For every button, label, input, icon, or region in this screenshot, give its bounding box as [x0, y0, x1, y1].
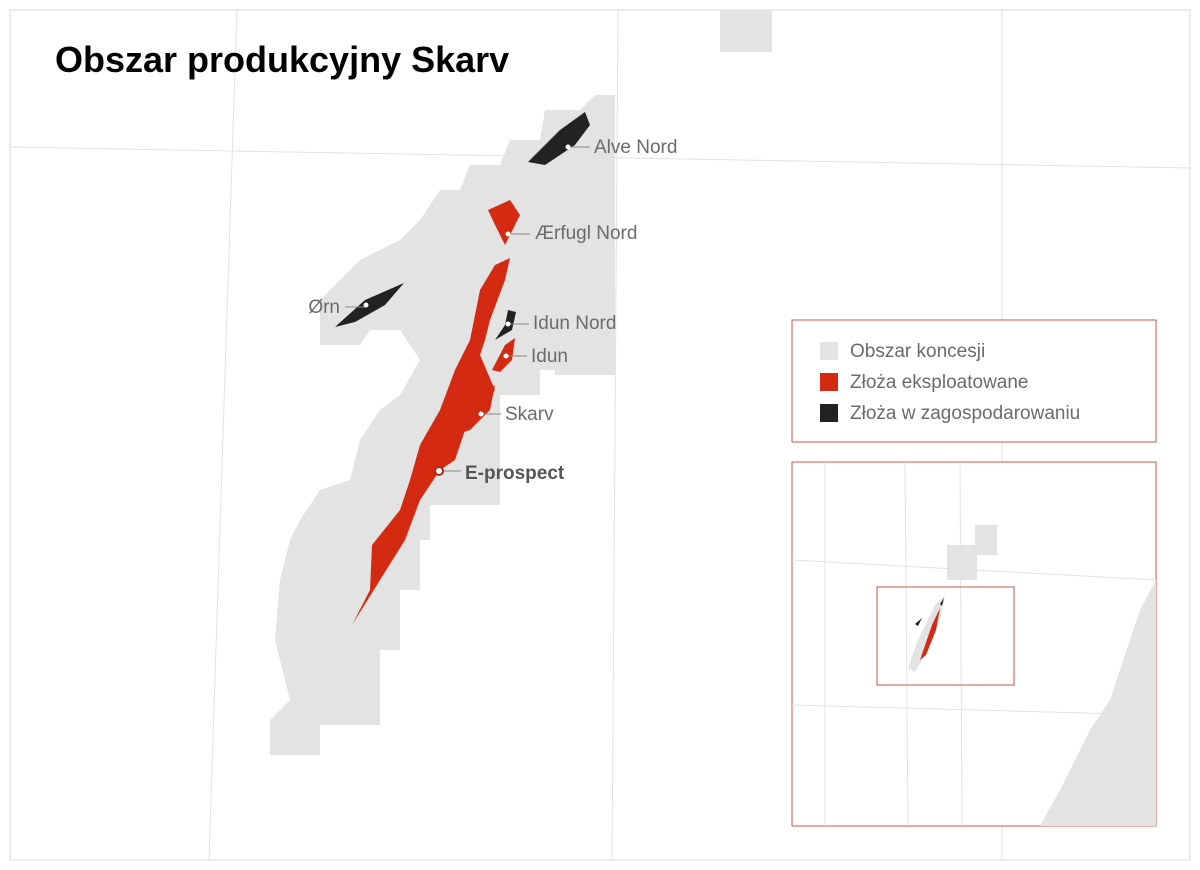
field-label: Idun: [531, 346, 568, 367]
legend: Obszar koncesji Złoża eksploatowane Złoża …: [820, 341, 1080, 424]
field-label: Ørn: [308, 297, 340, 318]
legend-label: Obszar koncesji: [850, 341, 985, 362]
legend-label: Złoża eksploatowane: [850, 372, 1029, 393]
legend-swatch: [820, 342, 838, 360]
legend-label: Złoża w zagospodarowaniu: [850, 403, 1080, 424]
field-markers: [345, 144, 590, 476]
field-label: Ærfugl Nord: [535, 223, 637, 244]
field-label: Alve Nord: [594, 137, 677, 158]
inset-map: [791, 461, 1157, 827]
field-label: Skarv: [505, 404, 554, 425]
development-fields: [335, 112, 590, 340]
legend-swatch: [820, 404, 838, 422]
field-label: E-prospect: [465, 463, 565, 484]
legend-box: [791, 319, 1157, 443]
map-title: Obszar produkcyjny Skarv: [55, 39, 509, 80]
producing-fields: [352, 200, 520, 625]
field-label: Idun Nord: [533, 313, 616, 334]
legend-swatch: [820, 373, 838, 391]
